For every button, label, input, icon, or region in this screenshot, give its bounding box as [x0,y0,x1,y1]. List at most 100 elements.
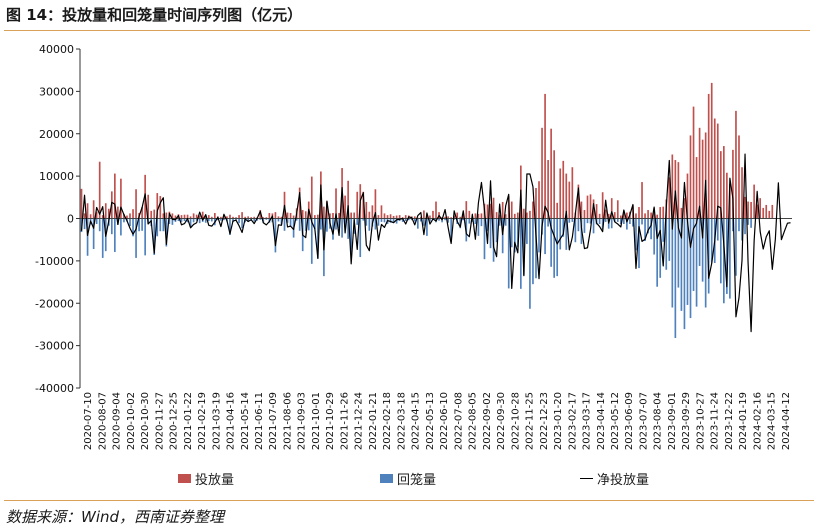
injection-bar [286,212,289,219]
withdrawal-bar [135,218,137,258]
injection-bar [298,187,301,219]
injection-bar [741,167,743,219]
withdrawal-bar [520,218,522,289]
injection-bar [556,202,559,219]
withdrawal-bar [504,218,507,226]
x-tick-label: 2021-01-22 [183,392,194,450]
withdrawal-bar [220,218,222,221]
injection-bar [186,214,189,219]
withdrawal-bar [674,218,677,338]
withdrawal-bar [704,218,707,308]
withdrawal-bar [114,218,116,252]
injection-bar [198,215,201,219]
y-tick-label: -40000 [35,382,74,395]
x-tick-label: 2022-07-08 [453,392,464,450]
title-divider [4,30,810,31]
injection-bar [344,195,346,219]
injection-bar [429,215,431,219]
injection-bar [123,213,125,219]
injection-bar [486,204,489,219]
y-axis-tick-labels: 40000 30000 20000 10000 0 -10000 -20000 -30000 -… [35,43,74,395]
withdrawal-bar [144,218,146,256]
injection-bar [756,204,758,219]
withdrawal-bar [535,218,537,279]
withdrawal-bar [389,218,392,223]
withdrawal-bar [238,218,240,224]
injection-bar [762,207,765,219]
injection-bar [356,191,359,219]
withdrawal-bar [650,218,652,240]
withdrawal-bar [95,218,98,225]
x-tick-label: 2022-04-15 [411,392,422,450]
withdrawal-bar [383,218,386,223]
x-tick-label: 2022-03-18 [396,392,407,450]
withdrawal-bar [668,218,671,261]
withdrawal-bar [559,218,562,250]
injection-bar [135,189,137,219]
x-tick-label: 2022-10-28 [510,392,521,450]
injection-bar [701,139,704,219]
injection-bar [707,93,710,219]
withdrawal-bar [183,218,186,222]
withdrawal-bar [498,218,501,226]
withdrawal-bar [683,218,686,330]
x-tick-label: 2022-11-25 [525,392,536,450]
injection-bar [480,213,483,219]
legend-item-withdrawal: 回笼量 [380,470,436,488]
x-tick-label: 2022-09-02 [482,392,493,450]
injection-bar [213,212,216,219]
injection-bar [104,203,107,219]
injection-bar [771,204,774,219]
withdrawal-bar [335,218,337,230]
withdrawal-bar [307,218,310,231]
injection-bar [114,173,116,219]
injection-bar [241,212,243,219]
injection-bar [223,215,225,219]
withdrawal-bar [695,218,698,307]
withdrawal-bar [356,218,359,225]
injection-bar [195,214,198,219]
injection-bar [541,127,543,219]
injection-bar [738,135,740,219]
withdrawal-bar [450,218,452,243]
withdrawal-bar [162,218,165,232]
injection-bar [768,210,771,219]
injection-bar [626,212,628,219]
injection-bar [662,206,665,219]
withdrawal-bars [80,218,752,338]
withdrawal-bar [141,218,143,231]
withdrawal-bar [501,218,504,254]
x-tick-label: 2020-07-10 [83,392,94,450]
injection-bar [386,215,389,219]
injection-bar [598,213,601,219]
injection-bar [280,216,283,219]
injection-bar [723,146,725,219]
injection-bar [504,214,507,219]
injection-bar [347,180,349,219]
withdrawal-bar [310,218,313,264]
withdrawal-bar [719,218,722,284]
withdrawal-bar [177,218,180,222]
injection-bar [686,173,689,219]
x-tick-label: 2021-08-06 [282,392,293,450]
injection-bar [117,206,119,219]
withdrawal-bar [165,218,168,247]
x-tick-label: 2021-05-14 [240,392,251,450]
y-axis [76,48,81,389]
injection-bar [735,110,737,219]
injection-bar [98,161,101,219]
injection-bar [571,167,574,219]
injection-bar [132,209,134,219]
withdrawal-bar [495,218,498,243]
injection-bar [423,210,425,219]
injection-bar [92,200,95,219]
withdrawal-bar [726,218,728,294]
withdrawal-bar [365,218,368,226]
withdrawal-bar [189,218,192,227]
withdrawal-bar [732,218,734,232]
injection-bar [310,176,313,219]
injection-bar [235,217,237,219]
withdrawal-bar [407,218,410,221]
withdrawal-bar [83,218,86,230]
withdrawal-bar [98,218,101,232]
